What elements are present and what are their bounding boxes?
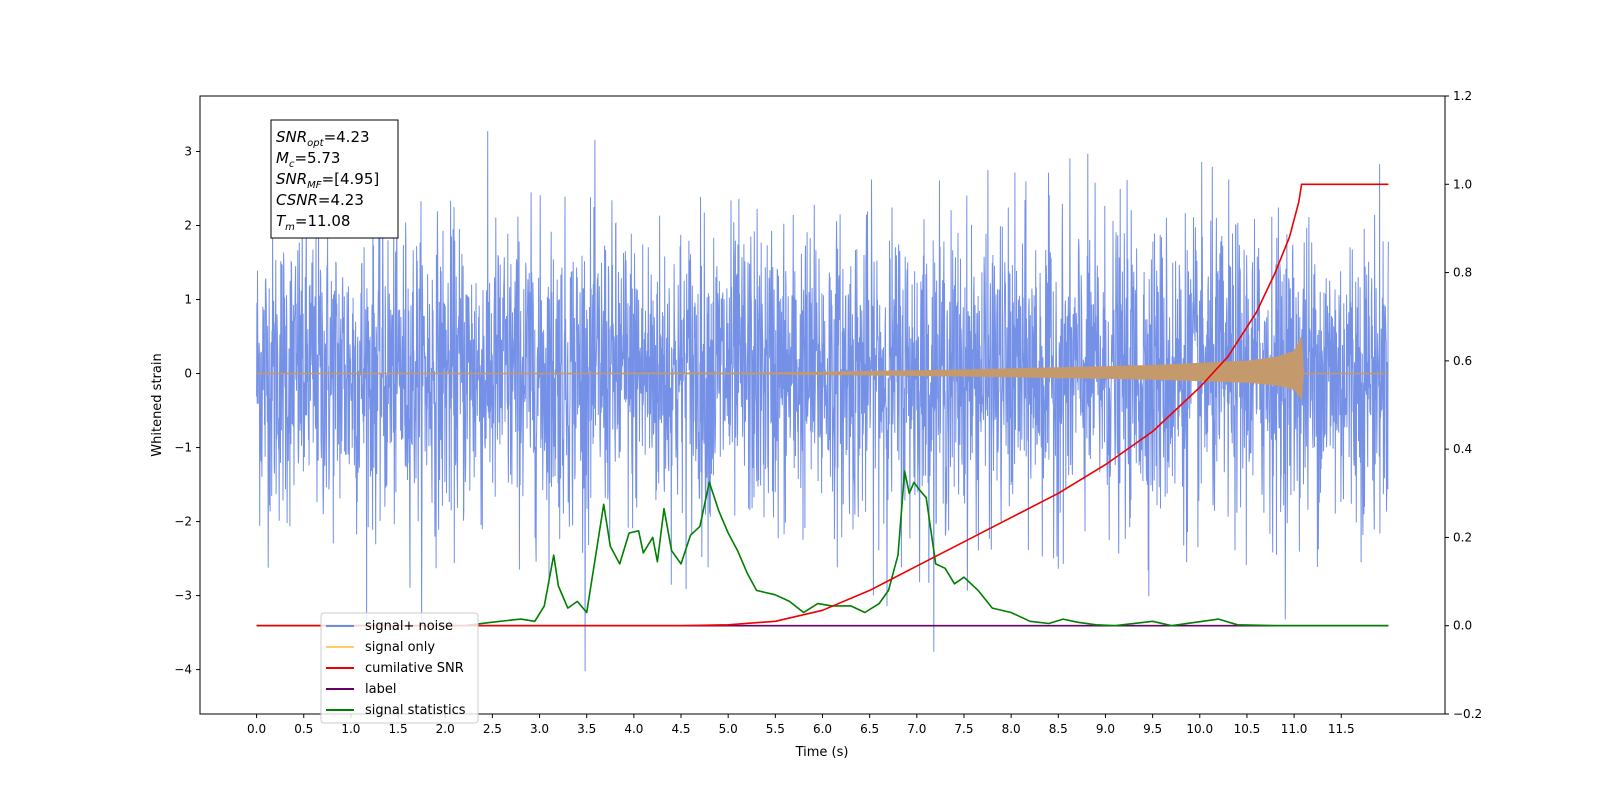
legend-item: signal only (326, 640, 435, 655)
annotation-line: Tm=11.08 (276, 212, 350, 233)
x-tick-label: 2.5 (483, 722, 502, 736)
x-tick-label: 3.5 (577, 722, 596, 736)
legend-item: cumilative SNR (326, 661, 464, 676)
legend-item: signal statistics (326, 703, 466, 718)
y-left-tick-label: 1 (184, 293, 192, 307)
y-right-tick-label: 1.2 (1453, 89, 1472, 103)
x-tick-label: 7.5 (954, 722, 973, 736)
x-tick-label: 3.0 (530, 722, 549, 736)
x-tick-label: 5.0 (719, 722, 738, 736)
y-axis-left: −4 −3 −2 −1 0 1 2 3 (174, 145, 200, 677)
annotation-line: CSNR=4.23 (276, 191, 364, 209)
x-tick-label: 6.0 (813, 722, 832, 736)
y-right-tick-label: −0.2 (1453, 707, 1482, 721)
x-tick-label: 8.0 (1002, 722, 1021, 736)
x-tick-label: 7.0 (907, 722, 926, 736)
x-tick-label: 0.0 (247, 722, 266, 736)
signal-noise-series (256, 131, 1389, 672)
annotation-line: SNRopt=4.23 (276, 128, 370, 149)
y-axis-label: Whitened strain (150, 353, 165, 456)
legend-frame (320, 612, 479, 724)
y-left-tick-label: −3 (174, 589, 192, 603)
legend-item: label (326, 682, 396, 697)
legend-label: signal+ noise (365, 619, 453, 634)
x-axis-label: Time (s) (795, 745, 849, 760)
legend-label: cumilative SNR (365, 661, 464, 676)
y-left-tick-label: 3 (184, 145, 192, 159)
x-tick-label: 0.5 (294, 722, 313, 736)
y-right-tick-label: 1.0 (1453, 177, 1472, 191)
legend-label: signal statistics (365, 703, 466, 718)
x-tick-label: 4.0 (624, 722, 643, 736)
x-tick-label: 10.0 (1186, 722, 1213, 736)
annotation-frame (270, 119, 399, 239)
signal-statistics-line (256, 470, 1389, 627)
y-right-tick-label: 0.0 (1453, 619, 1472, 633)
x-tick-label: 4.5 (671, 722, 690, 736)
annotation-line: Mc=5.73 (276, 149, 340, 170)
y-left-tick-label: −4 (174, 663, 192, 677)
legend-label: signal only (365, 640, 435, 655)
y-axis-right: −0.2 0.0 0.2 0.4 0.6 0.8 1.0 1.2 (1445, 89, 1482, 721)
x-tick-label: 11.5 (1328, 722, 1355, 736)
legend-label: label (365, 682, 396, 697)
x-tick-label: 9.5 (1143, 722, 1162, 736)
legend-item: signal+ noise (326, 619, 453, 634)
y-left-tick-label: 0 (184, 367, 192, 381)
y-right-tick-label: 0.4 (1453, 442, 1472, 456)
x-tick-label: 9.0 (1096, 722, 1115, 736)
signal-only-series (256, 336, 1389, 401)
y-left-tick-label: 2 (184, 219, 192, 233)
x-axis: 0.0 0.5 1.0 1.5 2.0 2.5 3.0 3.5 4.0 4.5 5.0 5.5 6.0 6… (247, 714, 1355, 736)
x-tick-label: 1.5 (389, 722, 408, 736)
x-tick-label: 11.0 (1281, 722, 1308, 736)
y-right-tick-label: 0.2 (1453, 530, 1472, 544)
x-tick-label: 6.5 (860, 722, 879, 736)
y-right-tick-label: 0.6 (1453, 354, 1472, 368)
y-left-tick-label: −2 (174, 515, 192, 529)
y-left-tick-label: −1 (174, 441, 192, 455)
signal-noise-line (256, 131, 1389, 672)
x-tick-label: 2.0 (436, 722, 455, 736)
x-tick-label: 8.5 (1049, 722, 1068, 736)
x-tick-label: 5.5 (766, 722, 785, 736)
cumulative-snr-line (256, 183, 1389, 627)
x-tick-label: 1.0 (341, 722, 360, 736)
x-tick-label: 10.5 (1234, 722, 1261, 736)
signal-only-envelope (256, 336, 1389, 401)
y-right-tick-label: 0.8 (1453, 266, 1472, 280)
legend: signal+ noise signal only cumilative SNR la… (320, 612, 479, 724)
annotation-line: SNRMF=[4.95] (276, 170, 379, 191)
